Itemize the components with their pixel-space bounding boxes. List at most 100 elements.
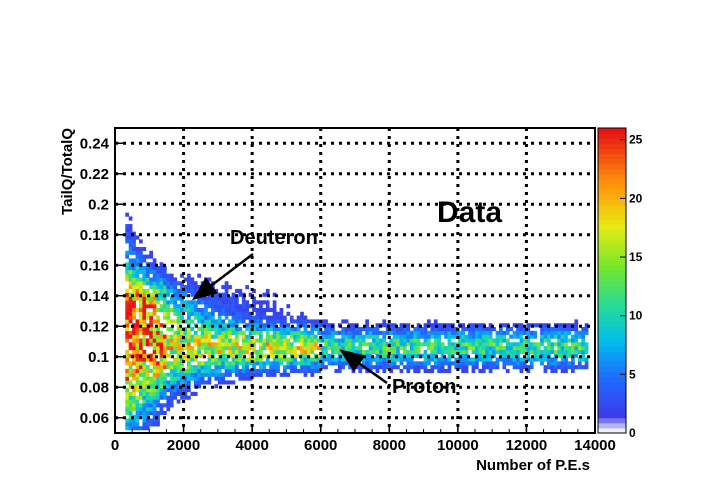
heatmap-cell (207, 353, 212, 358)
heatmap-cell (159, 269, 164, 274)
heatmap-cell (365, 342, 370, 347)
heatmap-cell (135, 273, 140, 278)
heatmap-cell (200, 338, 205, 343)
heatmap-cell (252, 323, 256, 328)
heatmap-cell (547, 338, 551, 343)
heatmap-cell (286, 365, 291, 370)
heatmap-cell (180, 330, 184, 335)
heatmap-cell (313, 346, 318, 351)
heatmap-cell (310, 330, 315, 335)
heatmap-cell (420, 353, 424, 358)
heatmap-cell (152, 361, 157, 366)
heatmap-cell (149, 338, 154, 343)
heatmap-cell (433, 349, 438, 354)
heatmap-cell (156, 346, 160, 351)
heatmap-cell (540, 334, 544, 339)
heatmap-cell (228, 365, 232, 370)
heatmap-cell (173, 384, 178, 389)
heatmap-cell (132, 285, 136, 290)
heatmap-cell (139, 403, 143, 408)
heatmap-cell (385, 327, 390, 332)
heatmap-cell (355, 365, 359, 370)
heatmap-cell (241, 349, 246, 354)
heatmap-cell (228, 361, 232, 366)
heatmap-cell (252, 357, 256, 362)
heatmap-cell (334, 346, 339, 351)
heatmap-cell (132, 231, 136, 236)
heatmap-cell (211, 300, 215, 305)
heatmap-cell (139, 277, 143, 282)
heatmap-cell (341, 361, 346, 366)
heatmap-cell (248, 319, 253, 324)
heatmap-cell (317, 368, 322, 374)
heatmap-cell (228, 300, 232, 305)
heatmap-cell (571, 334, 575, 339)
heatmap-cell (125, 269, 130, 274)
heatmap-cell (173, 372, 178, 377)
heatmap-cell (204, 330, 208, 335)
heatmap-cell (132, 311, 136, 316)
heatmap-cell (584, 361, 589, 366)
heatmap-cell (416, 349, 421, 354)
heatmap-cell (176, 346, 181, 351)
heatmap-cell (423, 323, 428, 328)
heatmap-cell (348, 361, 352, 366)
heatmap-cell (211, 342, 215, 347)
heatmap-cell (169, 307, 174, 313)
heatmap-cell (276, 365, 280, 370)
heatmap-cell (217, 315, 222, 320)
heatmap-cell (128, 365, 133, 370)
heatmap-cell (307, 338, 311, 343)
heatmap-cell (547, 342, 551, 347)
heatmap-cell (214, 376, 219, 381)
heatmap-cell (420, 334, 424, 339)
heatmap-cell (259, 327, 263, 332)
heatmap-cell (132, 288, 136, 293)
heatmap-cell (262, 346, 267, 351)
heatmap-cell (132, 304, 136, 309)
heatmap-cell (499, 357, 503, 362)
heatmap-cell (152, 273, 157, 278)
heatmap-cell (505, 357, 510, 362)
heatmap-cell (478, 323, 483, 328)
heatmap-cell (303, 338, 308, 343)
heatmap-cell (241, 330, 246, 335)
heatmap-cell (276, 327, 280, 332)
heatmap-cell (423, 349, 428, 354)
heatmap-cell (125, 262, 130, 267)
heatmap-cell (540, 361, 544, 366)
heatmap-cell (372, 327, 376, 332)
heatmap-cell (183, 292, 188, 297)
heatmap-cell (173, 388, 178, 393)
heatmap-cell (231, 315, 236, 320)
heatmap-cell (255, 349, 260, 354)
heatmap-cell (334, 357, 339, 362)
heatmap-cell (204, 334, 208, 339)
heatmap-cell (238, 361, 243, 366)
heatmap-cell (403, 357, 407, 362)
heatmap-cell (132, 384, 136, 389)
heatmap-cell (355, 346, 359, 351)
heatmap-cell (125, 330, 130, 335)
heatmap-cell (499, 334, 503, 339)
colorbar-segment (598, 295, 626, 302)
heatmap-cell (235, 365, 239, 370)
heatmap-cell (475, 349, 479, 354)
heatmap-cell (283, 334, 287, 339)
heatmap-cell (279, 334, 284, 339)
heatmap-cell (235, 346, 239, 351)
heatmap-cell (375, 338, 380, 343)
heatmap-cell (224, 342, 229, 347)
heatmap-cell (211, 361, 215, 366)
x-tick-label: 6000 (304, 437, 337, 454)
heatmap-cell (159, 410, 164, 415)
heatmap-cell (176, 349, 181, 354)
heatmap-cell (145, 273, 150, 278)
heatmap-cell (145, 395, 150, 400)
colorbar-segment (598, 138, 626, 144)
heatmap-cell (156, 338, 160, 343)
heatmap-cell (197, 384, 202, 389)
heatmap-cell (132, 407, 136, 412)
heatmap-cell (217, 372, 222, 377)
heatmap-cell (310, 365, 315, 370)
